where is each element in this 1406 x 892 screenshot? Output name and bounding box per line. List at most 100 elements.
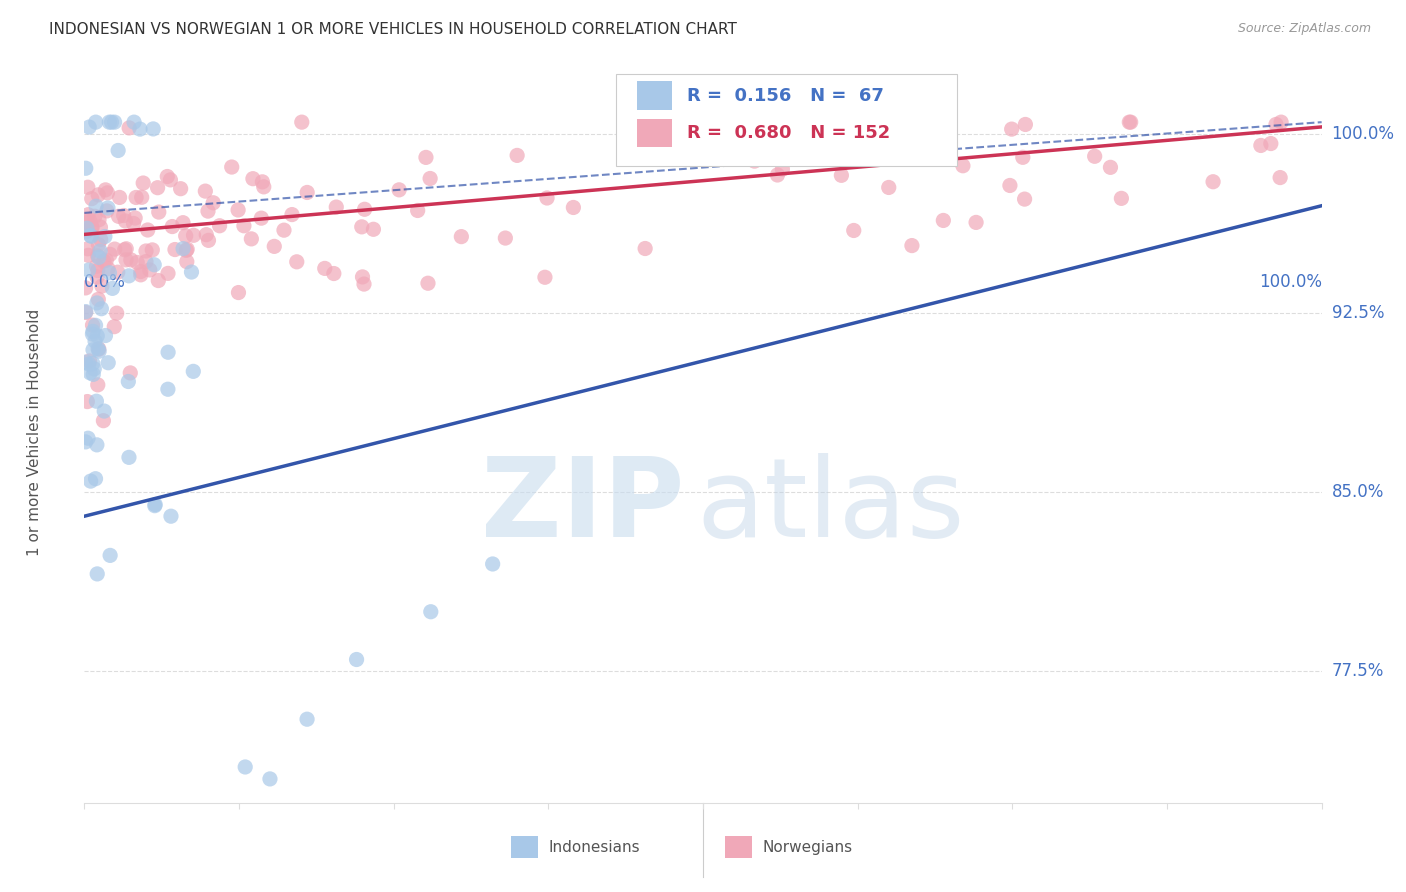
Point [120,366,142,380]
Point [156,382,179,396]
Point [1268,170,1291,185]
Point [86,259,108,273]
Point [79,474,101,488]
Point [105,306,128,320]
Point [481,557,503,571]
Point [127,255,149,269]
Point [314,261,336,276]
Point [322,267,344,281]
Point [363,222,385,236]
Point [118,450,141,465]
Point [419,171,441,186]
Point [75,434,97,449]
Point [75,225,97,239]
Point [416,277,439,291]
Point [146,180,169,194]
Point [180,265,202,279]
Point [96,253,118,268]
Point [842,223,865,237]
Point [1084,149,1107,163]
Point [197,233,219,247]
Point [89,220,111,235]
Point [94,328,117,343]
Point [932,213,955,227]
Point [766,168,789,182]
Point [901,238,924,252]
Point [100,115,122,129]
Point [233,760,256,774]
Point [112,209,135,223]
Point [770,162,793,177]
Point [232,219,254,233]
Point [86,566,108,581]
Point [104,242,127,256]
Point [82,368,104,382]
Point [562,201,585,215]
Point [1014,192,1036,206]
Point [174,228,197,243]
Point [352,269,374,284]
Point [87,212,110,227]
Text: R =  0.680   N = 152: R = 0.680 N = 152 [688,124,890,142]
Point [925,115,948,129]
Text: 0.0%: 0.0% [84,274,127,292]
FancyBboxPatch shape [512,836,538,858]
Point [156,266,179,280]
Point [115,252,138,267]
Text: INDONESIAN VS NORWEGIAN 1 OR MORE VEHICLES IN HOUSEHOLD CORRELATION CHART: INDONESIAN VS NORWEGIAN 1 OR MORE VEHICL… [49,22,737,37]
Point [197,204,219,219]
FancyBboxPatch shape [637,119,672,147]
Point [115,242,138,256]
Point [75,305,97,319]
Point [97,201,120,215]
Point [172,216,194,230]
Point [122,115,145,129]
Point [76,180,98,194]
Point [87,293,110,307]
Point [143,499,166,513]
Point [183,228,205,243]
Point [176,254,198,268]
Point [259,772,281,786]
Point [98,266,121,280]
Point [83,361,105,376]
Text: 85.0%: 85.0% [1331,483,1384,501]
Point [195,227,218,242]
Point [107,265,129,279]
Point [90,279,112,293]
Point [162,219,184,234]
Point [141,243,163,257]
Point [87,251,110,265]
Point [97,261,120,276]
Point [136,223,159,237]
Point [242,171,264,186]
Point [228,285,250,300]
Point [77,208,100,222]
Point [97,356,120,370]
Point [240,232,263,246]
Point [76,242,98,256]
Point [79,214,101,228]
Point [350,219,373,234]
Point [285,255,308,269]
Point [346,652,368,666]
Point [135,254,157,268]
Point [494,231,516,245]
Point [129,268,152,282]
Point [176,242,198,256]
Text: 100.0%: 100.0% [1331,125,1395,143]
Point [114,243,136,257]
Point [295,712,318,726]
Point [82,343,104,357]
Point [1011,150,1033,164]
Point [250,211,273,226]
Point [87,237,110,252]
Point [131,190,153,204]
Point [94,183,117,197]
Point [96,186,118,200]
Point [830,169,852,183]
Point [744,154,766,169]
Point [952,159,974,173]
Point [1119,115,1142,129]
Point [77,263,100,277]
